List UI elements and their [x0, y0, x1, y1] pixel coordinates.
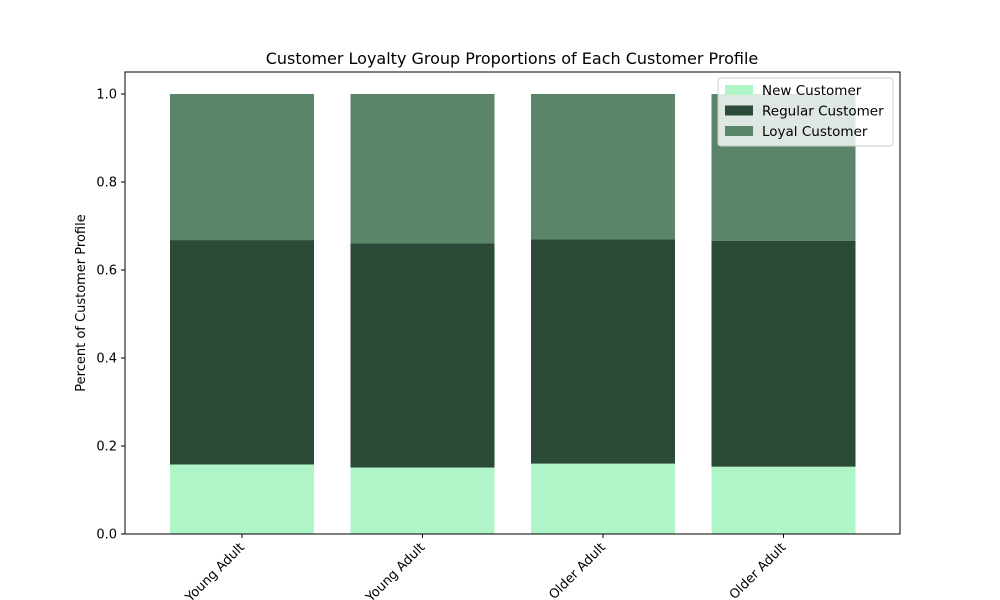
- bar-regular-customer-3: [531, 239, 675, 464]
- y-tick-label: 1.0: [96, 88, 117, 103]
- x-tick-label: Young Adult: [363, 540, 429, 600]
- bar-regular-customer-1: [170, 240, 314, 465]
- legend-label-regular-customer: Regular Customer: [762, 104, 884, 120]
- y-tick-label: 0.4: [96, 352, 117, 367]
- bar-new-customer-4: [711, 466, 856, 534]
- y-tick-label: 0.2: [96, 440, 117, 455]
- legend-label-new-customer: New Customer: [762, 83, 862, 99]
- bar-loyal-customer-3: [531, 94, 675, 240]
- bar-new-customer-3: [531, 463, 675, 534]
- bar-loyal-customer-1: [170, 94, 314, 241]
- bar-new-customer-1: [170, 464, 314, 534]
- bar-regular-customer-4: [711, 240, 856, 467]
- legend-box: [717, 77, 894, 147]
- legend-swatch-regular-customer: [725, 105, 753, 116]
- bar-new-customer-2: [350, 467, 495, 534]
- x-tick-label: Older Adult: [727, 540, 790, 600]
- bars-group: [170, 94, 856, 534]
- y-axis-label: Percent of Customer Profile: [74, 214, 89, 391]
- x-tick-label: Older Adult: [546, 540, 609, 600]
- chart-title: Customer Loyalty Group Proportions of Ea…: [266, 49, 759, 68]
- legend-swatch-loyal-customer: [725, 126, 753, 136]
- legend-label-loyal-customer: Loyal Customer: [762, 124, 868, 140]
- y-axis-ticks: 0.0 0.2 0.4 0.6 0.8 1.0: [96, 88, 125, 543]
- x-axis-ticks: Young Adult Young Adult Older Adult Older A…: [182, 534, 789, 600]
- y-tick-label: 0.0: [96, 528, 117, 543]
- y-tick-label: 0.8: [96, 176, 117, 191]
- y-tick-label: 0.6: [96, 264, 117, 279]
- legend-swatch-new-customer: [725, 85, 753, 95]
- bar-loyal-customer-2: [350, 94, 495, 244]
- x-tick-label: Young Adult: [182, 540, 248, 600]
- bar-regular-customer-2: [350, 243, 495, 468]
- legend: New Customer Regular Customer Loyal Custom…: [717, 77, 894, 147]
- plot-frame: [124, 71, 901, 535]
